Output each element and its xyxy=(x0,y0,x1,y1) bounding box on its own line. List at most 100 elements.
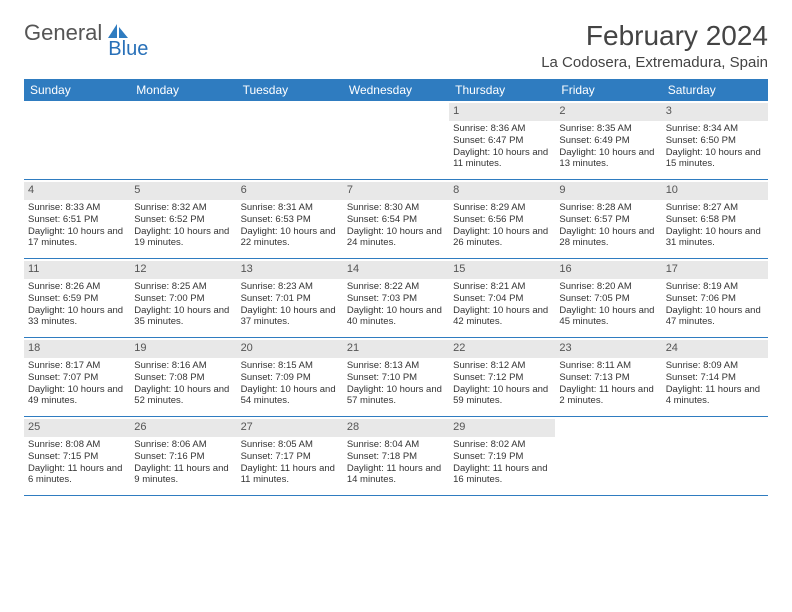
daylight-text: Daylight: 11 hours and 2 minutes. xyxy=(559,384,657,408)
sunrise-text: Sunrise: 8:27 AM xyxy=(666,202,764,214)
day-number: 23 xyxy=(555,340,661,358)
day-cell: 19Sunrise: 8:16 AMSunset: 7:08 PMDayligh… xyxy=(130,338,236,416)
sunrise-text: Sunrise: 8:26 AM xyxy=(28,281,126,293)
sunset-text: Sunset: 7:06 PM xyxy=(666,293,764,305)
daylight-text: Daylight: 11 hours and 11 minutes. xyxy=(241,463,339,487)
weeks-container: 1Sunrise: 8:36 AMSunset: 6:47 PMDaylight… xyxy=(24,101,768,496)
week-row: 18Sunrise: 8:17 AMSunset: 7:07 PMDayligh… xyxy=(24,338,768,417)
day-cell: 18Sunrise: 8:17 AMSunset: 7:07 PMDayligh… xyxy=(24,338,130,416)
sunset-text: Sunset: 6:50 PM xyxy=(666,135,764,147)
day-number: 20 xyxy=(237,340,343,358)
sunrise-text: Sunrise: 8:12 AM xyxy=(453,360,551,372)
day-number: 13 xyxy=(237,261,343,279)
day-number: 29 xyxy=(449,419,555,437)
daylight-text: Daylight: 11 hours and 14 minutes. xyxy=(347,463,445,487)
day-cell: 2Sunrise: 8:35 AMSunset: 6:49 PMDaylight… xyxy=(555,101,661,179)
sunset-text: Sunset: 7:08 PM xyxy=(134,372,232,384)
day-number: 9 xyxy=(555,182,661,200)
week-row: 11Sunrise: 8:26 AMSunset: 6:59 PMDayligh… xyxy=(24,259,768,338)
sunset-text: Sunset: 7:16 PM xyxy=(134,451,232,463)
daylight-text: Daylight: 11 hours and 4 minutes. xyxy=(666,384,764,408)
day-number: 25 xyxy=(24,419,130,437)
daylight-text: Daylight: 10 hours and 19 minutes. xyxy=(134,226,232,250)
day-cell: 23Sunrise: 8:11 AMSunset: 7:13 PMDayligh… xyxy=(555,338,661,416)
day-number: 28 xyxy=(343,419,449,437)
daylight-text: Daylight: 10 hours and 13 minutes. xyxy=(559,147,657,171)
sunset-text: Sunset: 7:19 PM xyxy=(453,451,551,463)
sunrise-text: Sunrise: 8:35 AM xyxy=(559,123,657,135)
sunrise-text: Sunrise: 8:23 AM xyxy=(241,281,339,293)
day-cell: 20Sunrise: 8:15 AMSunset: 7:09 PMDayligh… xyxy=(237,338,343,416)
daylight-text: Daylight: 10 hours and 42 minutes. xyxy=(453,305,551,329)
sunrise-text: Sunrise: 8:29 AM xyxy=(453,202,551,214)
sunset-text: Sunset: 7:03 PM xyxy=(347,293,445,305)
sunset-text: Sunset: 6:52 PM xyxy=(134,214,232,226)
day-cell: 27Sunrise: 8:05 AMSunset: 7:17 PMDayligh… xyxy=(237,417,343,495)
sunset-text: Sunset: 7:14 PM xyxy=(666,372,764,384)
sunrise-text: Sunrise: 8:20 AM xyxy=(559,281,657,293)
sunset-text: Sunset: 7:17 PM xyxy=(241,451,339,463)
sunrise-text: Sunrise: 8:06 AM xyxy=(134,439,232,451)
day-cell xyxy=(24,101,130,179)
daylight-text: Daylight: 10 hours and 35 minutes. xyxy=(134,305,232,329)
weekday-header: Friday xyxy=(555,79,661,101)
day-cell: 14Sunrise: 8:22 AMSunset: 7:03 PMDayligh… xyxy=(343,259,449,337)
day-number: 24 xyxy=(662,340,768,358)
daylight-text: Daylight: 10 hours and 17 minutes. xyxy=(28,226,126,250)
sunset-text: Sunset: 7:12 PM xyxy=(453,372,551,384)
day-number: 21 xyxy=(343,340,449,358)
day-cell: 29Sunrise: 8:02 AMSunset: 7:19 PMDayligh… xyxy=(449,417,555,495)
daylight-text: Daylight: 11 hours and 6 minutes. xyxy=(28,463,126,487)
day-cell: 16Sunrise: 8:20 AMSunset: 7:05 PMDayligh… xyxy=(555,259,661,337)
week-row: 4Sunrise: 8:33 AMSunset: 6:51 PMDaylight… xyxy=(24,180,768,259)
day-number: 17 xyxy=(662,261,768,279)
sunrise-text: Sunrise: 8:11 AM xyxy=(559,360,657,372)
daylight-text: Daylight: 10 hours and 26 minutes. xyxy=(453,226,551,250)
sunset-text: Sunset: 6:57 PM xyxy=(559,214,657,226)
weekday-header: Saturday xyxy=(662,79,768,101)
sunset-text: Sunset: 7:15 PM xyxy=(28,451,126,463)
day-number: 2 xyxy=(555,103,661,121)
day-cell xyxy=(237,101,343,179)
day-number: 6 xyxy=(237,182,343,200)
logo-text-2: Blue xyxy=(108,38,148,61)
daylight-text: Daylight: 10 hours and 22 minutes. xyxy=(241,226,339,250)
month-title: February 2024 xyxy=(541,20,768,52)
weekday-header: Thursday xyxy=(449,79,555,101)
sunset-text: Sunset: 6:56 PM xyxy=(453,214,551,226)
sunrise-text: Sunrise: 8:08 AM xyxy=(28,439,126,451)
sunrise-text: Sunrise: 8:15 AM xyxy=(241,360,339,372)
day-cell: 9Sunrise: 8:28 AMSunset: 6:57 PMDaylight… xyxy=(555,180,661,258)
day-number: 26 xyxy=(130,419,236,437)
daylight-text: Daylight: 10 hours and 40 minutes. xyxy=(347,305,445,329)
day-number: 12 xyxy=(130,261,236,279)
day-cell: 17Sunrise: 8:19 AMSunset: 7:06 PMDayligh… xyxy=(662,259,768,337)
day-number: 4 xyxy=(24,182,130,200)
day-number: 8 xyxy=(449,182,555,200)
sunset-text: Sunset: 7:07 PM xyxy=(28,372,126,384)
day-cell xyxy=(662,417,768,495)
daylight-text: Daylight: 10 hours and 57 minutes. xyxy=(347,384,445,408)
day-number: 19 xyxy=(130,340,236,358)
header: General Blue February 2024 La Codosera, … xyxy=(24,20,768,71)
day-cell: 21Sunrise: 8:13 AMSunset: 7:10 PMDayligh… xyxy=(343,338,449,416)
weekday-header: Monday xyxy=(130,79,236,101)
day-cell: 12Sunrise: 8:25 AMSunset: 7:00 PMDayligh… xyxy=(130,259,236,337)
day-number: 11 xyxy=(24,261,130,279)
weekday-header: Tuesday xyxy=(237,79,343,101)
day-number: 27 xyxy=(237,419,343,437)
day-number: 18 xyxy=(24,340,130,358)
day-cell: 15Sunrise: 8:21 AMSunset: 7:04 PMDayligh… xyxy=(449,259,555,337)
sunrise-text: Sunrise: 8:19 AM xyxy=(666,281,764,293)
weekday-header-row: Sunday Monday Tuesday Wednesday Thursday… xyxy=(24,79,768,101)
week-row: 1Sunrise: 8:36 AMSunset: 6:47 PMDaylight… xyxy=(24,101,768,180)
sunrise-text: Sunrise: 8:09 AM xyxy=(666,360,764,372)
sunset-text: Sunset: 7:01 PM xyxy=(241,293,339,305)
weekday-header: Wednesday xyxy=(343,79,449,101)
day-number: 3 xyxy=(662,103,768,121)
sunrise-text: Sunrise: 8:30 AM xyxy=(347,202,445,214)
daylight-text: Daylight: 10 hours and 31 minutes. xyxy=(666,226,764,250)
day-cell: 26Sunrise: 8:06 AMSunset: 7:16 PMDayligh… xyxy=(130,417,236,495)
daylight-text: Daylight: 10 hours and 49 minutes. xyxy=(28,384,126,408)
day-cell: 22Sunrise: 8:12 AMSunset: 7:12 PMDayligh… xyxy=(449,338,555,416)
